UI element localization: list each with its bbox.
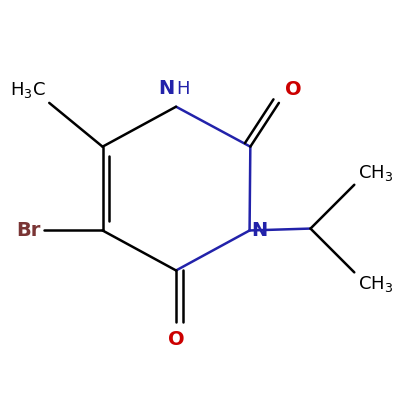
Text: O: O — [285, 80, 301, 99]
Text: CH$_3$: CH$_3$ — [358, 274, 393, 294]
Text: O: O — [168, 330, 184, 349]
Text: CH$_3$: CH$_3$ — [358, 163, 393, 183]
Text: Br: Br — [16, 221, 40, 240]
Text: H$_3$C: H$_3$C — [10, 80, 46, 100]
Text: H: H — [176, 80, 190, 98]
Text: N: N — [158, 79, 174, 98]
Text: N: N — [252, 221, 268, 240]
